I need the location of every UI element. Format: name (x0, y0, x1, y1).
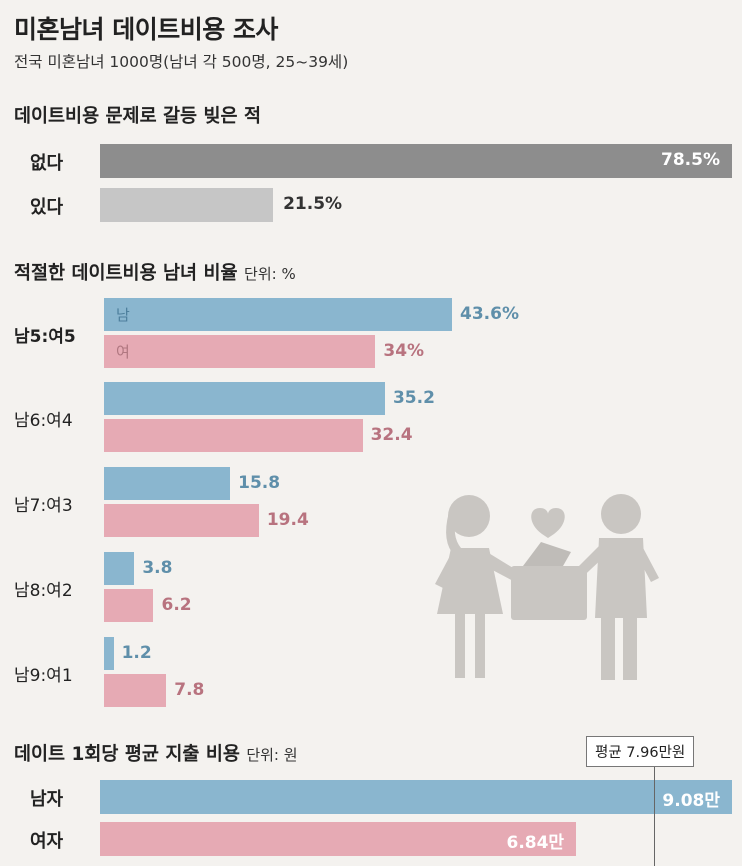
chart2-series-label-male: 남 (116, 306, 130, 324)
chart2-bar-male (104, 467, 231, 500)
chart2-bar-female (104, 335, 376, 368)
woman-leg-right-icon (475, 612, 485, 678)
gift-box-icon (511, 566, 587, 620)
chart2-title-text: 적절한 데이트비용 남녀 비율 (14, 263, 238, 284)
chart3-title: 데이트 1회당 평균 지출 비용 단위: 원 (14, 740, 298, 766)
man-arm-right-icon (635, 544, 659, 582)
chart2-value-label: 3.8 (142, 558, 173, 578)
chart2-bar-male (104, 382, 385, 415)
chart3-value-label: 9.08만 (662, 791, 720, 811)
chart2-bar-male (104, 552, 135, 585)
man-body-icon (595, 538, 647, 618)
chart2-unit: 단위: % (244, 265, 296, 283)
chart1-bar (100, 188, 274, 222)
chart2-value-label: 35.2 (392, 388, 435, 408)
average-label: 평균 7.96만원 (586, 736, 695, 767)
woman-arm-left-icon (435, 554, 459, 588)
chart2-bar-male (104, 298, 452, 331)
woman-head-icon (448, 495, 490, 537)
chart2-category-label: 남7:여3 (14, 496, 73, 516)
page-subtitle: 전국 미혼남녀 1000명(남녀 각 500명, 25~39세) (14, 53, 349, 71)
man-head-icon (601, 494, 641, 534)
chart3-bar-male (100, 780, 732, 814)
chart1-value-label: 78.5% (661, 150, 720, 170)
chart2-value-label: 7.8 (174, 680, 205, 700)
chart2-value-label: 1.2 (121, 643, 152, 663)
man-leg-left-icon (601, 616, 615, 680)
chart2-value-label: 19.4 (266, 510, 309, 530)
woman-hair-icon (446, 512, 461, 556)
chart3-unit: 단위: 원 (246, 746, 298, 764)
chart2-bar-female (104, 504, 259, 537)
chart3-category-label: 남자 (30, 789, 64, 810)
chart1-category-label: 없다 (30, 153, 64, 174)
chart2-value-label: 43.6% (460, 304, 519, 324)
man-arm-icon (567, 544, 606, 585)
chart2-value-label: 32.4 (370, 425, 413, 445)
chart1-bar (100, 144, 732, 178)
chart2-bar-female (104, 419, 363, 452)
chart2-value-label: 6.2 (161, 595, 192, 615)
chart2-title: 적절한 데이트비용 남녀 비율 단위: % (14, 259, 296, 285)
chart2-series-label-female: 여 (116, 343, 130, 361)
couple-gift-illustration (435, 494, 659, 680)
chart3-title-text: 데이트 1회당 평균 지출 비용 (14, 744, 240, 765)
page-title: 미혼남녀 데이트비용 조사 (14, 15, 278, 44)
man-leg-right-icon (623, 616, 637, 680)
heart-icon (531, 508, 565, 538)
woman-leg-left-icon (455, 612, 465, 678)
money-icon (523, 542, 571, 566)
chart1-category-label: 있다 (30, 197, 64, 218)
chart2-value-label: 34% (383, 341, 425, 361)
chart2-category-label: 남9:여1 (14, 666, 73, 686)
chart3-bar-female (100, 822, 577, 856)
chart3-category-label: 여자 (30, 831, 64, 852)
chart2-bar-female (104, 674, 167, 707)
chart2-value-label: 15.8 (238, 473, 281, 493)
chart2-category-label: 남8:여2 (14, 581, 73, 601)
chart2-bar-male (104, 637, 114, 670)
chart1-value-label: 21.5% (283, 194, 343, 214)
chart2-bar-female (104, 589, 154, 622)
chart3-value-label: 6.84만 (506, 833, 565, 853)
chart1-title: 데이트비용 문제로 갈등 빚은 적 (14, 106, 262, 127)
chart2-category-label: 남5:여5 (14, 327, 76, 347)
average-line (654, 764, 655, 866)
chart2-category-label: 남6:여4 (14, 411, 73, 431)
